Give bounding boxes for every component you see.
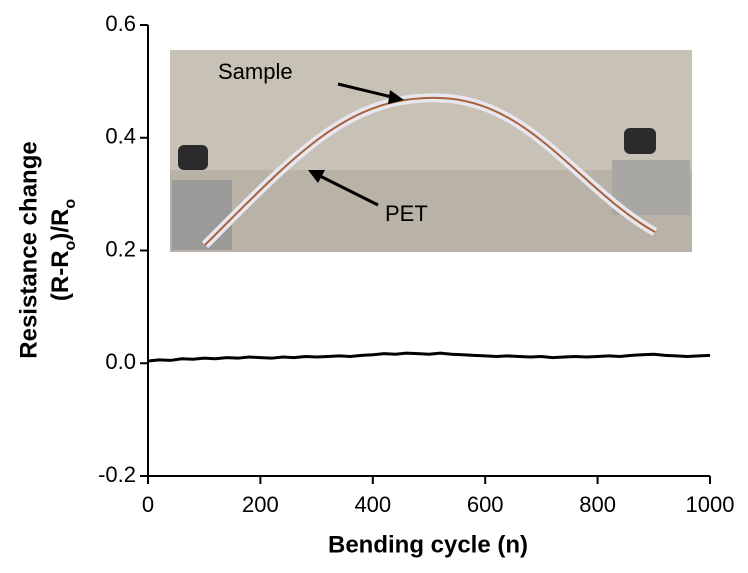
clamp-right	[612, 160, 690, 215]
sample-wire	[204, 96, 656, 246]
arrow-pet	[317, 173, 379, 207]
y-tick-label: -0.2	[98, 462, 136, 487]
label-part: o	[62, 240, 79, 250]
y-tick-label: 0.4	[105, 124, 136, 149]
y-axis-label: Resistance change	[15, 141, 42, 358]
x-axis-label: Bending cycle (n)	[328, 531, 528, 558]
arrowhead	[388, 90, 404, 104]
y-tick-label: 0.6	[105, 11, 136, 36]
annotation: PET	[385, 201, 428, 226]
inset-photo: Sample PET	[170, 50, 692, 252]
screw-right	[624, 128, 656, 154]
x-tick-label: 200	[242, 492, 279, 517]
arrow-sample	[337, 82, 397, 100]
screw-left	[178, 145, 208, 170]
x-tick-label: 1000	[686, 492, 735, 517]
photo-wall	[170, 50, 692, 170]
data-line	[147, 351, 711, 363]
y-tick-label: 0.2	[105, 236, 136, 261]
x-tick-label: 0	[142, 492, 154, 517]
y-tick-label: 0.0	[105, 349, 136, 374]
label-part: (R-R	[47, 250, 74, 301]
annotation: Sample	[218, 59, 293, 84]
clamp-left	[172, 180, 232, 250]
arrowhead	[308, 170, 325, 183]
x-tick-label: 400	[354, 492, 391, 517]
label-part: o	[62, 199, 79, 209]
y-axis-label: (R-Ro)/Ro	[47, 199, 78, 301]
x-tick-label: 600	[467, 492, 504, 517]
label-part: )/R	[47, 209, 74, 241]
x-tick-label: 800	[579, 492, 616, 517]
